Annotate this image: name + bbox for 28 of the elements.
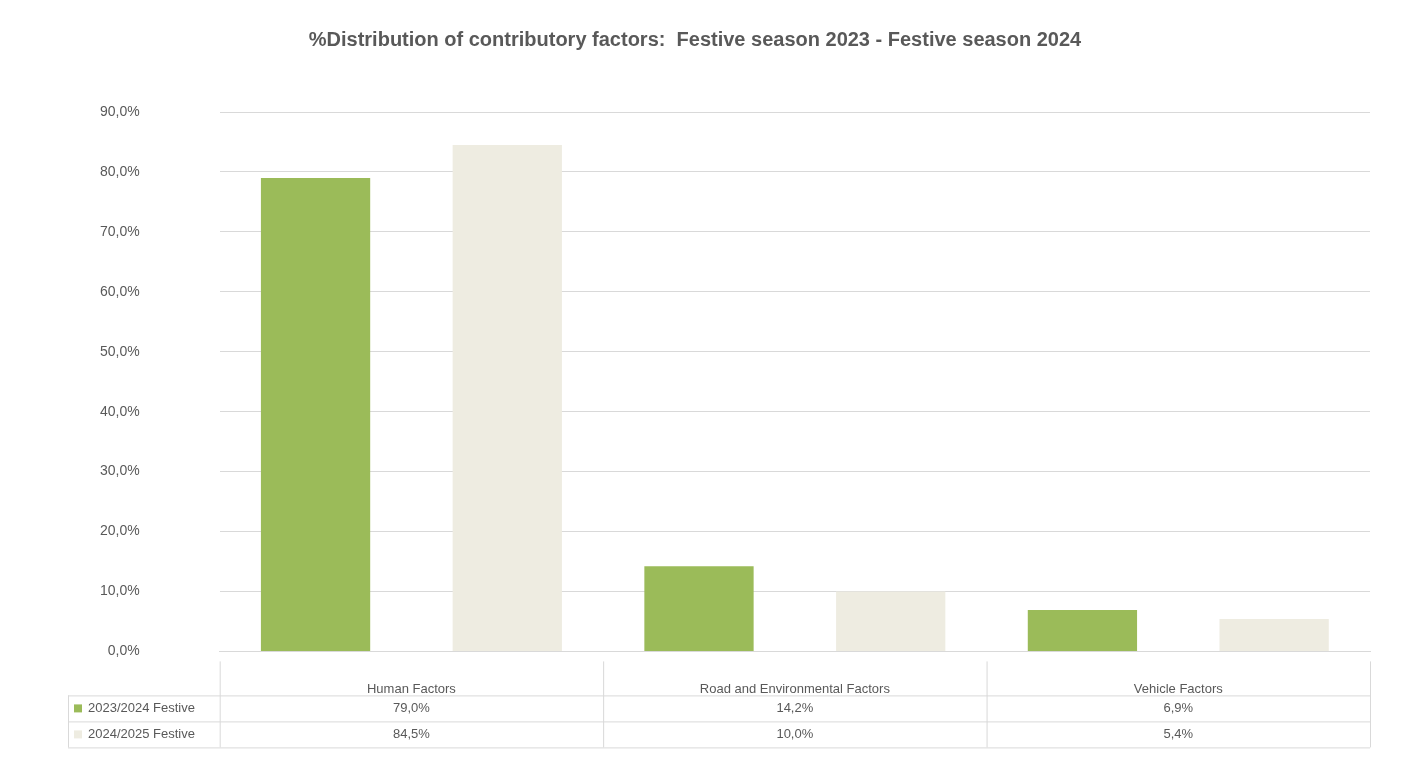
legend-label: 2023/2024 Festive (88, 699, 195, 715)
y-tick-label: 30,0% (99, 462, 140, 479)
bar (644, 566, 754, 651)
y-tick-label: 70,0% (99, 222, 140, 239)
y-tick-label: 20,0% (99, 522, 140, 539)
x-tick-label: Human Factors (366, 680, 457, 696)
data-label: 79,0% (392, 699, 431, 715)
y-tick-label: 50,0% (99, 342, 140, 359)
legend-label: 2024/2025 Festive (88, 725, 195, 741)
y-tick-label: 40,0% (99, 402, 140, 419)
x-tick-label: Vehicle Factors (1133, 680, 1224, 696)
bar (1219, 619, 1329, 651)
x-tick-label: Road and Environmental Factors (699, 680, 891, 696)
data-label: 84,5% (392, 725, 431, 741)
data-label: 14,2% (776, 699, 814, 715)
data-label: 6,9% (1163, 699, 1194, 715)
y-tick-label: 60,0% (99, 282, 140, 299)
data-label: 10,0% (776, 725, 814, 741)
y-tick-label: 90,0% (99, 102, 140, 119)
data-label: 5,4% (1163, 725, 1194, 741)
chart-title: %Distribution of contributory factors: Festive season 2023 - Festive season 2024 (308, 27, 1083, 50)
bar (836, 591, 946, 651)
y-tick-label: 10,0% (99, 582, 140, 599)
bar (260, 177, 371, 651)
y-tick-label: 0,0% (107, 642, 140, 659)
bar (452, 144, 562, 651)
y-tick-label: 80,0% (99, 162, 140, 179)
bar (1027, 610, 1138, 651)
